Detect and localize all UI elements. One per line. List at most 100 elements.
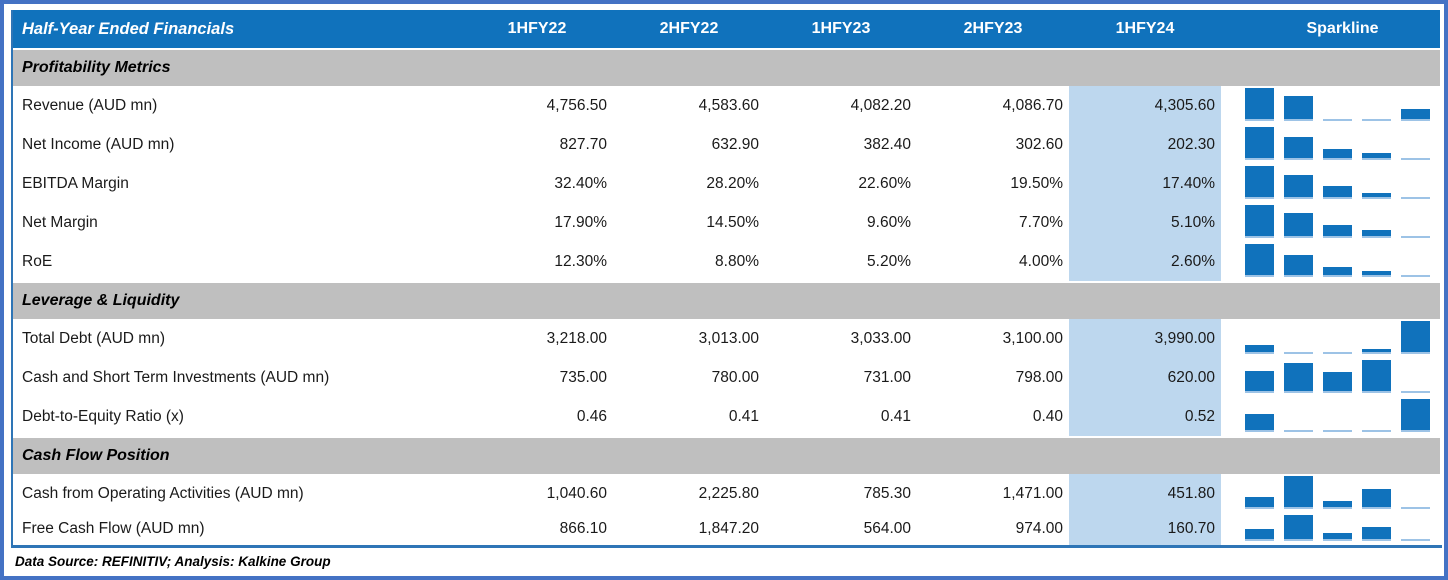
table-header: Half-Year Ended Financials 1HFY22 2HFY22 1… (13, 10, 1440, 48)
cell-value: 12.30% (554, 252, 607, 270)
table-row: Free Cash Flow (AUD mn) 866.10 1,847.20 564… (13, 513, 1440, 545)
sparkline-cell (1221, 397, 1440, 436)
cell-value: 19.50% (1010, 174, 1063, 192)
footer-divider (11, 545, 1442, 548)
sparkline-bar (1245, 166, 1274, 199)
sparkline-bar (1401, 236, 1430, 238)
sparkline-bar (1284, 255, 1313, 277)
cell-value: 0.40 (1032, 407, 1063, 425)
row-label: EBITDA Margin (22, 174, 129, 192)
cell-value: 7.70% (1019, 213, 1063, 231)
sparkline-bar (1362, 527, 1391, 541)
table-row: Cash from Operating Activities (AUD mn) 1… (13, 474, 1440, 513)
sparkline-cell (1221, 474, 1440, 513)
cell-value: 866.10 (559, 520, 607, 537)
sparkline-bar (1284, 175, 1313, 199)
sparkline-bar (1284, 96, 1313, 121)
sparkline-bar (1401, 109, 1430, 121)
table-row: Cash and Short Term Investments (AUD mn)… (13, 358, 1440, 397)
sparkline-bar (1401, 391, 1430, 393)
sparkline-bar (1323, 501, 1352, 509)
cell-value: 17.40% (1069, 164, 1221, 203)
cell-value: 780.00 (711, 368, 759, 386)
row-label: Net Margin (22, 213, 98, 231)
sparkline-bar (1401, 321, 1430, 354)
table-row: Debt-to-Equity Ratio (x) 0.46 0.41 0.41 0.40… (13, 397, 1440, 436)
sparkline-bar (1362, 360, 1391, 393)
data-source-note: Data Source: REFINITIV; Analysis: Kalkin… (15, 553, 331, 569)
row-label: Free Cash Flow (AUD mn) (22, 520, 205, 537)
sparkline-bar (1401, 275, 1430, 277)
sparkline-bar (1245, 497, 1274, 509)
cell-value: 731.00 (863, 368, 911, 386)
cell-value: 14.50% (706, 213, 759, 231)
sparkline-bar (1245, 414, 1274, 432)
sparkline-bar (1362, 193, 1391, 199)
cell-value: 3,013.00 (698, 329, 759, 347)
sparkline-bar (1323, 149, 1352, 160)
cell-value: 1,040.60 (546, 484, 607, 502)
sparkline-bar (1362, 489, 1391, 509)
table-row: Net Income (AUD mn) 827.70 632.90 382.40 302… (13, 125, 1440, 164)
sparkline-cell (1221, 242, 1440, 281)
cell-value: 785.30 (863, 484, 911, 502)
cell-value: 4,305.60 (1069, 86, 1221, 125)
table-body: Profitability Metrics Revenue (AUD mn) 4,7… (13, 50, 1440, 545)
cell-value: 9.60% (867, 213, 911, 231)
sparkline-bar (1401, 197, 1430, 199)
table-row: Revenue (AUD mn) 4,756.50 4,583.60 4,082.20… (13, 86, 1440, 125)
sparkline-bar (1284, 213, 1313, 238)
row-label: Cash and Short Term Investments (AUD mn) (22, 368, 330, 386)
sparkline-bar (1362, 119, 1391, 121)
cell-value: 382.40 (863, 135, 911, 153)
row-label: Debt-to-Equity Ratio (x) (22, 407, 184, 425)
sparkline-bar (1323, 225, 1352, 238)
sparkline-bar (1362, 430, 1391, 432)
cell-value: 160.70 (1069, 513, 1221, 545)
sparkline-bar (1362, 230, 1391, 238)
sparkline-bar (1284, 352, 1313, 354)
cell-value: 0.52 (1069, 397, 1221, 436)
table-title: Half-Year Ended Financials (22, 19, 235, 38)
sparkline-bar (1323, 186, 1352, 199)
cell-value: 4,082.20 (850, 96, 911, 114)
sparkline-bar (1323, 430, 1352, 432)
sparkline-cell (1221, 513, 1440, 545)
sparkline-bar (1401, 539, 1430, 541)
row-label: RoE (22, 252, 53, 270)
section-header: Cash Flow Position (13, 438, 1440, 474)
sparkline-bar (1362, 349, 1391, 354)
cell-value: 1,847.20 (698, 520, 759, 537)
sparkline-cell (1221, 358, 1440, 397)
cell-value: 974.00 (1015, 520, 1063, 537)
cell-value: 798.00 (1015, 368, 1063, 386)
cell-value: 28.20% (706, 174, 759, 192)
cell-value: 0.46 (576, 407, 607, 425)
column-header-1hfy22: 1HFY22 (507, 20, 567, 37)
sparkline-bar (1245, 205, 1274, 238)
sparkline-bar (1401, 399, 1430, 432)
cell-value: 735.00 (559, 368, 607, 386)
cell-value: 620.00 (1069, 358, 1221, 397)
sparkline-cell (1221, 86, 1440, 125)
sparkline-bar (1401, 158, 1430, 160)
section-header: Profitability Metrics (13, 50, 1440, 86)
sparkline-bar (1245, 371, 1274, 393)
cell-value: 0.41 (728, 407, 759, 425)
cell-value: 4,583.60 (698, 96, 759, 114)
row-label: Total Debt (AUD mn) (22, 329, 165, 347)
sparkline-bar (1362, 271, 1391, 277)
table-row: Net Margin 17.90% 14.50% 9.60% 7.70% 5.10% (13, 203, 1440, 242)
cell-value: 451.80 (1069, 474, 1221, 513)
sparkline-bar (1245, 88, 1274, 121)
cell-value: 3,033.00 (850, 329, 911, 347)
cell-value: 4,756.50 (546, 96, 607, 114)
table-row: Total Debt (AUD mn) 3,218.00 3,013.00 3,033… (13, 319, 1440, 358)
cell-value: 3,990.00 (1069, 319, 1221, 358)
sparkline-bar (1284, 430, 1313, 432)
sparkline-bar (1362, 153, 1391, 160)
cell-value: 632.90 (711, 135, 759, 153)
cell-value: 8.80% (715, 252, 759, 270)
sparkline-bar (1323, 352, 1352, 354)
column-header-2hfy22: 2HFY22 (659, 20, 719, 37)
